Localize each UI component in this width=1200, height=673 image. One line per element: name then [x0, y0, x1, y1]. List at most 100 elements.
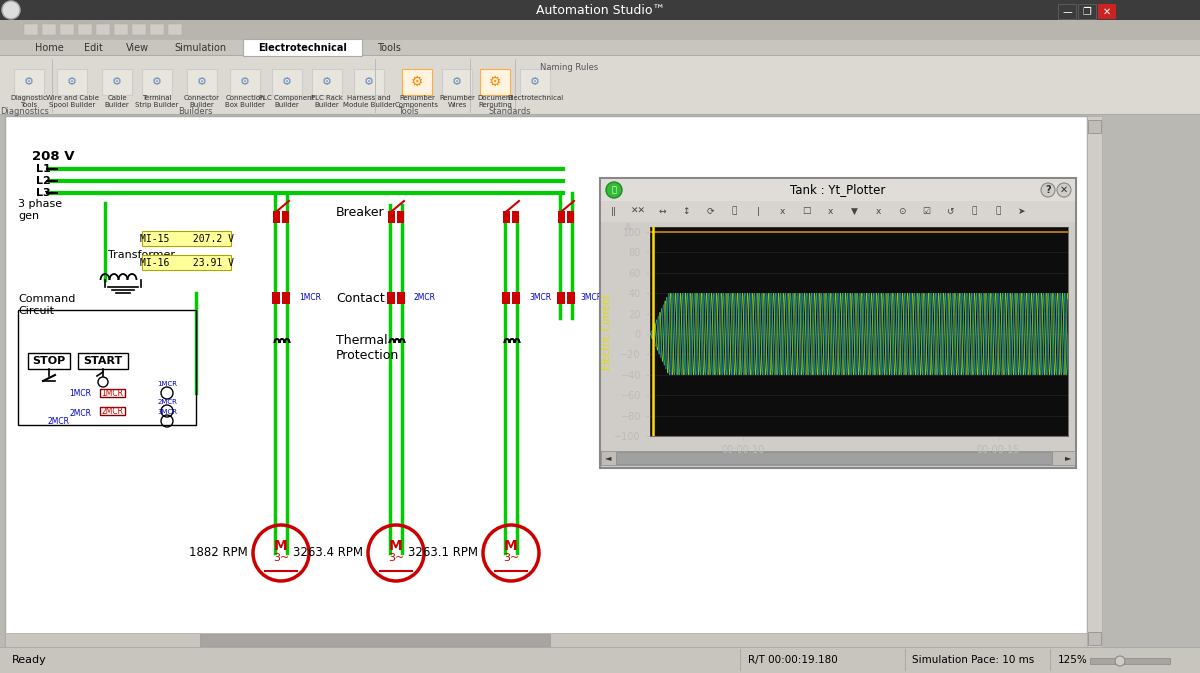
- Text: 3MCR: 3MCR: [529, 293, 551, 302]
- Bar: [386, 292, 395, 304]
- Text: 3263.4 RPM: 3263.4 RPM: [293, 546, 364, 559]
- Bar: [601, 451, 1075, 465]
- Text: Strip Builder: Strip Builder: [136, 102, 179, 108]
- Text: Simulation: Simulation: [174, 43, 227, 53]
- Bar: [5, 633, 1087, 647]
- Text: START: START: [83, 356, 122, 366]
- Bar: [600, 178, 1076, 468]
- Bar: [1088, 120, 1102, 133]
- Bar: [100, 407, 125, 415]
- Y-axis label: Electric Current: Electric Current: [601, 293, 612, 369]
- Text: ⧉: ⧉: [995, 207, 1001, 215]
- Text: Automation Studio™: Automation Studio™: [535, 3, 665, 17]
- Text: Connection: Connection: [226, 95, 265, 101]
- Bar: [520, 69, 550, 95]
- FancyBboxPatch shape: [244, 40, 362, 57]
- Text: ⚙: ⚙: [112, 77, 122, 87]
- Bar: [58, 69, 88, 95]
- Text: Cable: Cable: [107, 95, 127, 101]
- Text: Contact: Contact: [336, 291, 385, 304]
- Bar: [0, 647, 1200, 648]
- Text: ⚙: ⚙: [364, 77, 374, 87]
- Bar: [1098, 4, 1116, 19]
- Bar: [200, 634, 550, 646]
- Text: —: —: [1062, 7, 1072, 17]
- Bar: [282, 292, 290, 304]
- Bar: [230, 69, 260, 95]
- Text: □: □: [802, 207, 810, 215]
- Bar: [102, 69, 132, 95]
- Text: ❐: ❐: [1082, 7, 1091, 17]
- Text: ↔: ↔: [659, 207, 666, 215]
- Bar: [96, 24, 110, 35]
- Text: Transformer: Transformer: [108, 250, 175, 260]
- Bar: [601, 201, 1075, 222]
- Text: Renumber: Renumber: [439, 95, 475, 101]
- Text: |: |: [756, 207, 760, 215]
- Bar: [42, 24, 56, 35]
- Bar: [272, 292, 280, 304]
- Text: ◄: ◄: [605, 454, 611, 462]
- Bar: [0, 55, 1200, 115]
- Text: Connector: Connector: [184, 95, 220, 101]
- Text: ✕✕: ✕✕: [630, 207, 646, 215]
- Bar: [100, 389, 125, 397]
- Circle shape: [1115, 656, 1126, 666]
- Bar: [78, 353, 128, 369]
- Bar: [503, 211, 510, 223]
- Bar: [0, 40, 1200, 55]
- Bar: [568, 292, 575, 304]
- Bar: [480, 69, 510, 95]
- Text: ✕: ✕: [1060, 185, 1068, 195]
- Text: 2MCR: 2MCR: [157, 399, 176, 405]
- Text: 1MCR: 1MCR: [299, 293, 322, 302]
- Text: 2MCR: 2MCR: [70, 409, 91, 417]
- Bar: [150, 24, 164, 35]
- Text: ⚙: ⚙: [152, 77, 162, 87]
- Text: 1MCR: 1MCR: [70, 388, 91, 398]
- Text: Builder: Builder: [190, 102, 215, 108]
- Bar: [354, 69, 384, 95]
- Bar: [274, 211, 280, 223]
- Text: ||: ||: [611, 207, 617, 215]
- Text: Box Builder: Box Builder: [226, 102, 265, 108]
- Text: M: M: [274, 539, 288, 553]
- Text: View: View: [126, 43, 149, 53]
- Text: Tools: Tools: [377, 43, 401, 53]
- Text: ⚙: ⚙: [530, 77, 540, 87]
- Text: Electrotechnical: Electrotechnical: [258, 43, 348, 53]
- Text: ⚙: ⚙: [24, 77, 34, 87]
- Text: x: x: [827, 207, 833, 215]
- Bar: [568, 211, 574, 223]
- Circle shape: [606, 182, 622, 198]
- Circle shape: [1042, 183, 1055, 197]
- Bar: [60, 24, 74, 35]
- Text: ☑: ☑: [922, 207, 930, 215]
- Text: ✕: ✕: [1103, 7, 1111, 17]
- Bar: [502, 292, 510, 304]
- Bar: [0, 114, 1200, 115]
- Bar: [272, 69, 302, 95]
- Text: A: A: [625, 223, 631, 233]
- Text: Components: Components: [395, 102, 439, 108]
- Bar: [0, 20, 1200, 40]
- Circle shape: [1057, 183, 1072, 197]
- Text: 3MCR: 3MCR: [157, 409, 178, 415]
- Bar: [0, 0, 1200, 20]
- Text: Naming Rules: Naming Rules: [540, 63, 599, 73]
- Text: 3~: 3~: [503, 553, 520, 563]
- Bar: [616, 452, 1052, 464]
- Bar: [114, 24, 128, 35]
- Text: 1MCR: 1MCR: [101, 388, 124, 398]
- Bar: [1087, 116, 1102, 647]
- Text: ⟳: ⟳: [707, 207, 714, 215]
- FancyBboxPatch shape: [143, 256, 232, 271]
- Text: Module Builder: Module Builder: [343, 102, 395, 108]
- Text: L3: L3: [36, 188, 50, 198]
- Text: Builders: Builders: [178, 108, 212, 116]
- Text: Renumber: Renumber: [400, 95, 434, 101]
- Text: Simulation Pace: 10 ms: Simulation Pace: 10 ms: [912, 655, 1034, 665]
- Bar: [14, 69, 44, 95]
- Bar: [512, 211, 520, 223]
- Text: Edit: Edit: [84, 43, 102, 53]
